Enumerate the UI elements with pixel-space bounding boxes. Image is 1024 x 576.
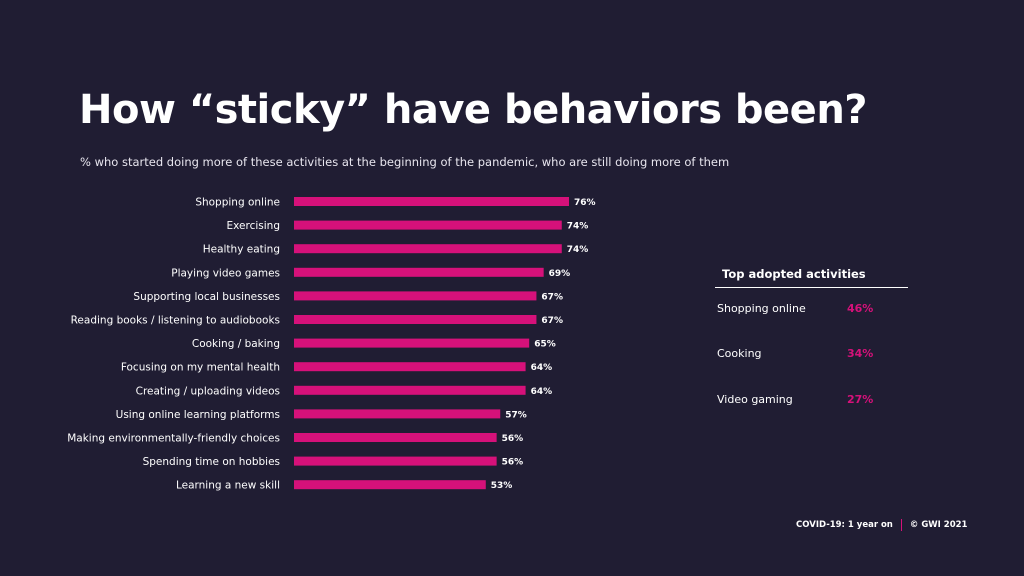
category-label: Using online learning platforms <box>116 409 280 421</box>
category-label: Healthy eating <box>203 244 280 256</box>
value-label: 56% <box>502 458 524 468</box>
footer: COVID-19: 1 year on © GWI 2021 <box>796 519 967 531</box>
value-label: 56% <box>502 434 524 444</box>
category-label: Creating / uploading videos <box>136 385 280 397</box>
panel-row-value: 34% <box>847 347 874 360</box>
category-label: Making environmentally-friendly choices <box>67 433 280 445</box>
footer-divider <box>900 519 902 531</box>
bar <box>294 362 526 372</box>
footer-copyright: © GWI 2021 <box>909 520 968 530</box>
panel-row-value: 46% <box>847 302 874 315</box>
value-label: 65% <box>534 340 556 350</box>
panel-row-name: Cooking <box>717 347 762 360</box>
bar <box>294 480 486 490</box>
value-label: 64% <box>531 387 553 397</box>
page-title: How “sticky” have behaviors been? <box>79 87 868 133</box>
value-label: 53% <box>491 481 513 491</box>
value-label: 57% <box>505 410 527 420</box>
bar <box>294 385 526 395</box>
bar <box>294 315 537 324</box>
value-label: 74% <box>567 222 589 232</box>
footer-report: COVID-19: 1 year on <box>796 520 893 530</box>
bar <box>294 433 497 442</box>
value-label: 69% <box>549 269 571 279</box>
chart-subtitle: % who started doing more of these activi… <box>80 155 730 169</box>
category-label: Cooking / baking <box>192 338 280 350</box>
bar <box>294 409 501 419</box>
category-label: Exercising <box>227 220 280 232</box>
bar <box>294 291 537 301</box>
bar <box>294 456 497 466</box>
value-label: 64% <box>531 363 553 373</box>
bar <box>294 338 530 348</box>
category-label: Learning a new skill <box>176 480 280 492</box>
value-label: 76% <box>574 198 596 208</box>
bar-chart: Shopping online 76% Exercising 74% Healthy e… <box>67 197 596 492</box>
panel-row-name: Video gaming <box>717 393 793 406</box>
category-label: Reading books / listening to audiobooks <box>71 315 280 327</box>
panel-row-name: Shopping online <box>717 302 806 315</box>
category-label: Spending time on hobbies <box>143 456 280 468</box>
value-label: 67% <box>541 292 563 302</box>
category-label: Focusing on my mental health <box>121 362 280 374</box>
top-adopted-panel: Top adopted activities Shopping online 4… <box>715 264 908 406</box>
category-label: Shopping online <box>195 197 280 209</box>
panel-row-value: 27% <box>847 393 874 406</box>
category-label: Supporting local businesses <box>133 291 280 303</box>
category-label: Playing video games <box>171 267 280 279</box>
value-label: 67% <box>541 316 563 326</box>
bar <box>294 244 562 254</box>
value-label: 74% <box>567 245 589 255</box>
bar <box>294 220 562 230</box>
panel-title: Top adopted activities <box>715 264 908 288</box>
bar <box>294 197 569 206</box>
bar <box>294 267 544 277</box>
